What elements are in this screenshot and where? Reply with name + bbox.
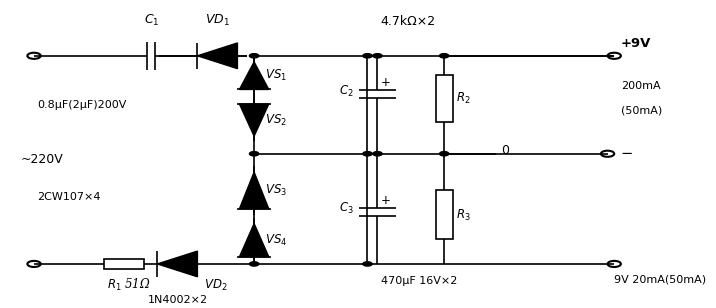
Circle shape [249, 152, 258, 156]
Polygon shape [239, 172, 268, 209]
Text: +9V: +9V [621, 37, 652, 50]
Text: $R_2$: $R_2$ [456, 91, 470, 106]
Circle shape [363, 54, 372, 58]
Text: 9V 20mA(50mA): 9V 20mA(50mA) [614, 274, 707, 284]
Polygon shape [239, 104, 268, 136]
Text: $R_1$ 51Ω: $R_1$ 51Ω [107, 277, 151, 294]
Text: $VS_1$: $VS_1$ [266, 68, 287, 83]
Circle shape [363, 152, 372, 156]
Circle shape [373, 54, 382, 58]
Polygon shape [198, 43, 238, 69]
Text: $C_1$: $C_1$ [144, 13, 159, 28]
Polygon shape [239, 62, 268, 89]
Text: $VS_2$: $VS_2$ [266, 112, 287, 128]
Text: $VS_3$: $VS_3$ [266, 183, 287, 198]
Text: $R_3$: $R_3$ [456, 207, 470, 222]
Text: +: + [381, 194, 391, 207]
Text: 0: 0 [501, 144, 509, 157]
Text: $VD_1$: $VD_1$ [205, 13, 230, 28]
Text: 2CW107×4: 2CW107×4 [37, 192, 101, 202]
Text: $VD_2$: $VD_2$ [204, 278, 228, 293]
Polygon shape [158, 251, 198, 277]
Text: $VS_4$: $VS_4$ [266, 233, 288, 248]
Text: ~220V: ~220V [21, 153, 64, 166]
Text: 200mA: 200mA [621, 81, 661, 91]
Text: 1N4002×2: 1N4002×2 [147, 294, 208, 305]
Circle shape [373, 152, 382, 156]
Circle shape [249, 262, 258, 266]
Text: $C_3$: $C_3$ [339, 201, 354, 217]
Circle shape [363, 262, 372, 266]
Bar [436, 190, 453, 239]
Text: $C_2$: $C_2$ [339, 83, 354, 99]
Text: (50mA): (50mA) [621, 106, 662, 116]
Bar [104, 259, 144, 269]
Text: −: − [621, 146, 633, 161]
Text: 470μF 16V×2: 470μF 16V×2 [381, 276, 458, 286]
Bar [436, 75, 453, 122]
Circle shape [440, 54, 449, 58]
Text: 4.7kΩ×2: 4.7kΩ×2 [381, 15, 436, 28]
Text: +: + [381, 76, 391, 89]
Text: 0.8μF(2μF)200V: 0.8μF(2μF)200V [37, 100, 127, 110]
Polygon shape [239, 224, 268, 257]
Circle shape [440, 152, 449, 156]
Circle shape [249, 54, 258, 58]
